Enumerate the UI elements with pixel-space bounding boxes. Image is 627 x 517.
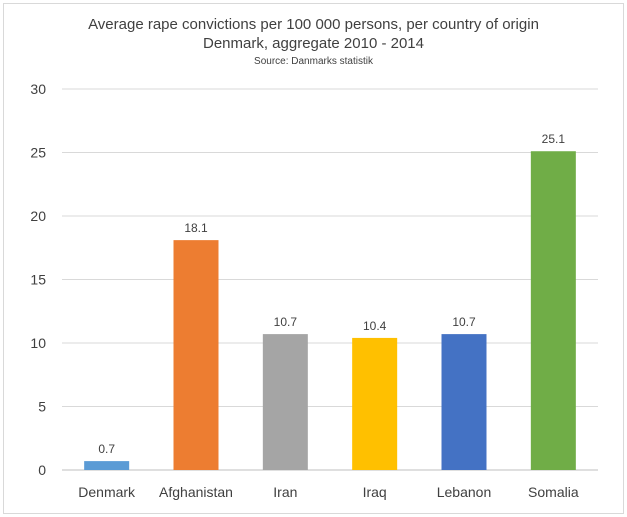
y-tick-label: 30 <box>30 81 46 97</box>
x-tick-label: Lebanon <box>437 484 492 500</box>
bar-denmark <box>84 461 130 470</box>
x-tick-label: Iran <box>273 484 297 500</box>
y-axis: 0 5 10 15 20 25 30 <box>30 81 46 478</box>
gridlines <box>62 88 598 471</box>
bars <box>84 151 576 471</box>
bar-somalia <box>530 151 576 471</box>
y-tick-label: 15 <box>30 272 46 288</box>
data-labels: 0.7 18.1 10.7 10.4 10.7 25.1 <box>98 132 565 456</box>
chart-title: Average rape convictions per 100 000 per… <box>88 16 539 33</box>
x-tick-label: Iraq <box>363 484 387 500</box>
bar-iraq <box>352 337 398 470</box>
chart-source: Source: Danmarks statistik <box>254 56 373 67</box>
data-label: 25.1 <box>542 132 566 146</box>
bar-afghanistan <box>173 240 219 470</box>
data-label: 10.7 <box>452 315 476 329</box>
data-label: 10.4 <box>363 319 387 333</box>
x-axis: Denmark Afghanistan Iran Iraq Lebanon Somalia <box>78 484 579 500</box>
data-label: 18.1 <box>184 221 208 235</box>
y-tick-label: 0 <box>38 462 46 478</box>
x-tick-label: Afghanistan <box>159 484 233 500</box>
bar-iran <box>262 334 308 470</box>
y-tick-label: 25 <box>30 145 46 161</box>
y-tick-label: 20 <box>30 208 46 224</box>
chart-subtitle: Denmark, aggregate 2010 - 2014 <box>203 35 424 52</box>
bar-lebanon <box>441 334 487 470</box>
x-tick-label: Somalia <box>528 484 579 500</box>
data-label: 0.7 <box>98 442 115 456</box>
y-tick-label: 10 <box>30 335 46 351</box>
y-tick-label: 5 <box>38 399 46 415</box>
x-tick-label: Denmark <box>78 484 136 500</box>
chart-frame <box>3 3 624 514</box>
data-label: 10.7 <box>274 315 298 329</box>
